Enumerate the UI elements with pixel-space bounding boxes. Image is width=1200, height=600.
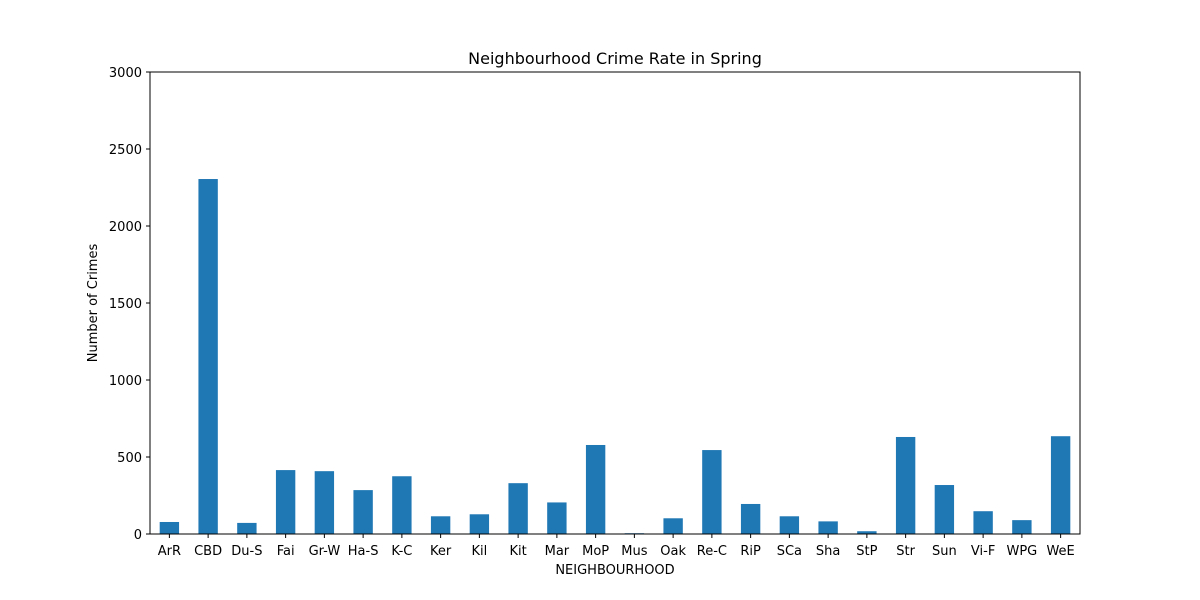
x-tick-label: Sha <box>816 544 840 559</box>
bar-sha <box>818 521 838 534</box>
y-axis-ticks: 0 500 1000 1500 2000 2500 3000 <box>109 66 150 543</box>
x-tick-label: CBD <box>194 544 222 559</box>
bar-wee <box>1050 436 1071 534</box>
bar-sun <box>934 485 955 534</box>
x-tick-label: Vi-F <box>971 544 995 559</box>
bar-cbd <box>198 179 218 534</box>
bar-vi-f <box>973 511 993 534</box>
x-tick-label: StP <box>856 544 877 559</box>
bar-mar <box>547 502 567 534</box>
x-tick-label: Du-S <box>231 544 262 559</box>
x-axis-title: NEIGHBOURHOOD <box>555 563 674 578</box>
bar-arr <box>159 521 180 534</box>
x-tick-label: ArR <box>158 544 181 559</box>
x-tick-label: Re-C <box>697 544 727 559</box>
y-tick-label: 1000 <box>109 374 142 389</box>
bar-str <box>895 436 916 534</box>
bar-sca <box>779 516 800 534</box>
y-axis-title: Number of Crimes <box>86 244 101 363</box>
bars-group <box>159 179 1071 534</box>
x-tick-label: Mus <box>621 544 647 559</box>
bar-k-c <box>392 476 412 534</box>
x-tick-label: SCa <box>777 544 802 559</box>
bar-du-s <box>237 522 257 534</box>
bar-kil <box>469 514 490 534</box>
x-tick-label: Oak <box>660 544 686 559</box>
y-tick-label: 0 <box>134 528 142 543</box>
bar-oak <box>663 518 683 534</box>
bar-re-c <box>702 450 722 534</box>
bar-ha-s <box>353 490 373 534</box>
y-tick-label: 500 <box>117 451 142 466</box>
bar-wpg <box>1012 520 1032 534</box>
bar-stp <box>857 531 877 534</box>
x-tick-label: Fai <box>277 544 295 559</box>
x-tick-label: RiP <box>740 544 761 559</box>
y-tick-label: 2000 <box>109 220 142 235</box>
x-tick-label: WPG <box>1006 544 1037 559</box>
x-tick-label: Ker <box>430 544 452 559</box>
x-tick-label: Sun <box>932 544 957 559</box>
x-tick-label: K-C <box>391 544 412 559</box>
y-tick-label: 3000 <box>109 66 142 81</box>
bar-gr-w <box>314 471 335 534</box>
x-tick-label: Gr-W <box>309 544 341 559</box>
x-tick-label: Kil <box>472 544 488 559</box>
bar-rip <box>740 503 761 534</box>
bar-mop <box>585 444 606 534</box>
y-tick-label: 1500 <box>109 297 142 312</box>
plot-frame <box>149 71 1081 535</box>
y-tick-label: 2500 <box>109 143 142 158</box>
bar-kit <box>508 483 528 534</box>
x-tick-label: Str <box>896 544 915 559</box>
bar-ker <box>430 516 451 534</box>
x-tick-label: Ha-S <box>348 544 379 559</box>
chart-title: Neighbourhood Crime Rate in Spring <box>468 49 762 68</box>
x-tick-label: Mar <box>545 544 570 559</box>
bar-fai <box>275 470 296 534</box>
x-axis-ticks: ArR CBD Du-S Fai Gr-W Ha-S K-C Ker Kil Kit Mar MoP M… <box>158 534 1075 559</box>
x-tick-label: WeE <box>1046 544 1074 559</box>
x-tick-label: MoP <box>582 544 609 559</box>
x-tick-label: Kit <box>510 544 527 559</box>
